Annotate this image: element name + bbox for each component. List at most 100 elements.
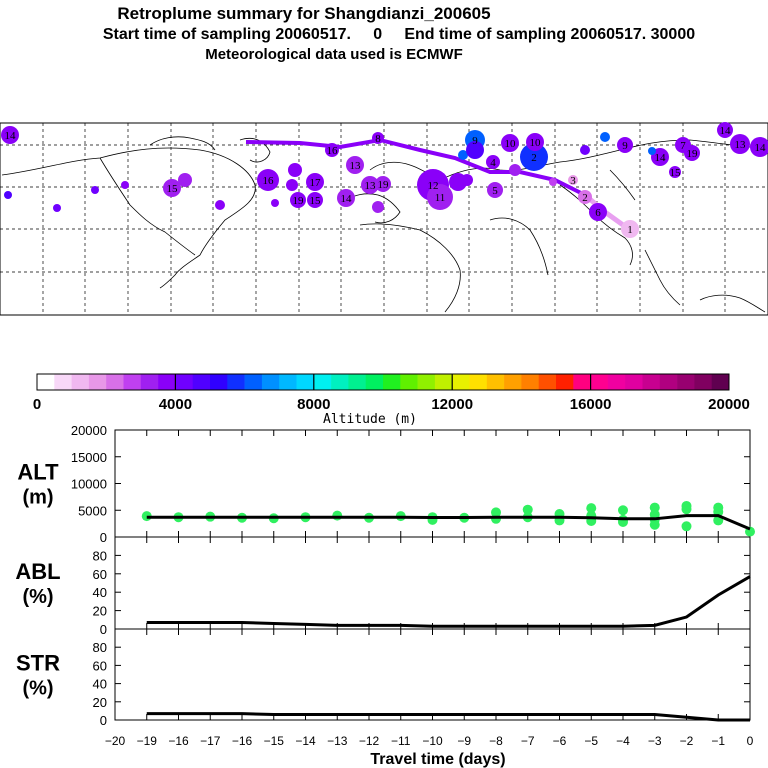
colorbar-tick-label: 4000 (159, 396, 192, 413)
colorbar-swatch (158, 374, 176, 390)
x-tick-label: −1 (711, 734, 725, 748)
colorbar-swatch (521, 374, 539, 390)
x-tick-label: −19 (137, 734, 158, 748)
colorbar-tick-label: 20000 (708, 396, 750, 413)
y-axis-label: ALT (17, 460, 59, 485)
y-tick-label: 0 (100, 713, 107, 728)
plume-label: 1 (627, 224, 633, 236)
plume-label: 9 (622, 140, 628, 152)
x-tick-label: −2 (680, 734, 694, 748)
colorbar-swatch (106, 374, 124, 390)
colorbar-tick-label: 16000 (570, 396, 612, 413)
colorbar-swatch (469, 374, 488, 390)
colorbar-swatch (54, 374, 72, 390)
plume-label: 11 (435, 192, 446, 204)
colorbar-swatch (625, 374, 643, 390)
x-tick-label: −17 (200, 734, 221, 748)
plume-label: 4 (490, 157, 496, 169)
plume-label: 6 (595, 207, 601, 219)
y-tick-label: 15000 (71, 450, 107, 465)
y-tick-label: 60 (93, 658, 107, 673)
plume-label: 10 (530, 137, 542, 149)
y-tick-label: 5000 (78, 503, 107, 518)
x-tick-label: −11 (391, 734, 411, 748)
colorbar-swatch (400, 374, 418, 390)
plume-label: 15 (167, 183, 179, 195)
colorbar-swatch (313, 374, 332, 390)
x-tick-label: −6 (553, 734, 567, 748)
x-tick-label: −9 (457, 734, 471, 748)
panel-frame (114, 628, 751, 721)
colorbar-swatch (88, 374, 107, 390)
chart-subtitle: Start time of sampling 20060517. 0 End t… (102, 26, 696, 43)
altitude-point (681, 504, 692, 515)
plume-label: 13 (350, 160, 362, 172)
colorbar-axis-label: Altitude (m) (323, 412, 417, 427)
colorbar-swatch (71, 374, 90, 390)
x-tick-label: −20 (105, 734, 126, 748)
y-tick-label: 0 (100, 622, 107, 637)
colorbar-tick-label: 0 (33, 396, 41, 413)
plume-label: 15 (310, 195, 322, 207)
y-tick-label: 60 (93, 567, 107, 582)
panel-frame (114, 536, 751, 630)
y-axis-label: (%) (22, 678, 53, 700)
series-line (146, 575, 751, 628)
series-line (146, 514, 751, 531)
y-axis-label: STR (16, 651, 60, 676)
altitude-point (618, 505, 628, 516)
colorbar-swatch (331, 374, 349, 390)
plume-label: 16 (327, 145, 339, 157)
colorbar-swatch (538, 374, 557, 390)
y-tick-label: 10000 (71, 477, 107, 492)
plume-label: 16 (263, 175, 275, 187)
colorbar-swatch (383, 374, 401, 390)
x-tick-label: −13 (327, 734, 348, 748)
colorbar-swatch (279, 374, 297, 390)
colorbar-swatch (348, 374, 366, 390)
plume-label: 19 (293, 195, 305, 207)
plume-label: 14 (755, 142, 767, 154)
x-tick-label: −15 (264, 734, 285, 748)
x-tick-label: −16 (232, 734, 253, 748)
altitude-point (491, 513, 501, 524)
plume-label: 10 (505, 138, 517, 150)
colorbar-swatch (417, 374, 436, 390)
colorbar-swatch (244, 374, 263, 390)
panel-alt: 0 5000 10000 15000 20000 ALT(m) (17, 423, 755, 545)
met-data-line: Meteorological data used is ECMWF (205, 46, 463, 63)
x-axis-label: Travel time (days) (370, 751, 505, 768)
y-tick-label: 80 (93, 548, 107, 563)
x-tick-label: −3 (648, 734, 662, 748)
x-tick-label: −10 (422, 734, 443, 748)
panel-abl: 0 20 40 60 80 ABL(%) (15, 536, 751, 637)
altitude-point (586, 503, 597, 514)
colorbar-swatch (296, 374, 315, 390)
x-tick-label: −16 (168, 734, 189, 748)
colorbar-swatch (452, 374, 470, 390)
y-tick-label: 20000 (71, 423, 107, 438)
plume-label: 14 (341, 193, 353, 205)
plume-labels: 14 15 16 17 16 19 13 14 19 13 15 12 11 9… (5, 125, 767, 236)
altitude-point (649, 502, 660, 513)
y-axis-label: (%) (22, 586, 53, 608)
colorbar-swatch (175, 374, 193, 390)
colorbar-swatch (192, 374, 211, 390)
colorbar-swatch (227, 374, 245, 390)
colorbar-swatch (434, 374, 453, 390)
altitude-point (649, 519, 660, 530)
time-series-panels: 05000100001500020000ALT(m)020406080ABL(%… (15, 423, 755, 768)
plume-label: 5 (492, 185, 498, 197)
colorbar-swatch (659, 374, 678, 390)
colorbar-swatch (261, 374, 280, 390)
colorbar-swatch (694, 374, 712, 390)
x-tick-label: 0 (747, 734, 754, 748)
plume-label: 12 (428, 180, 439, 192)
colorbar-swatch (642, 374, 661, 390)
x-tick-label: −14 (295, 734, 316, 748)
series-line (146, 712, 750, 722)
y-tick-label: 20 (93, 695, 107, 710)
plume-label: 13 (735, 139, 747, 151)
y-tick-label: 0 (100, 530, 107, 545)
